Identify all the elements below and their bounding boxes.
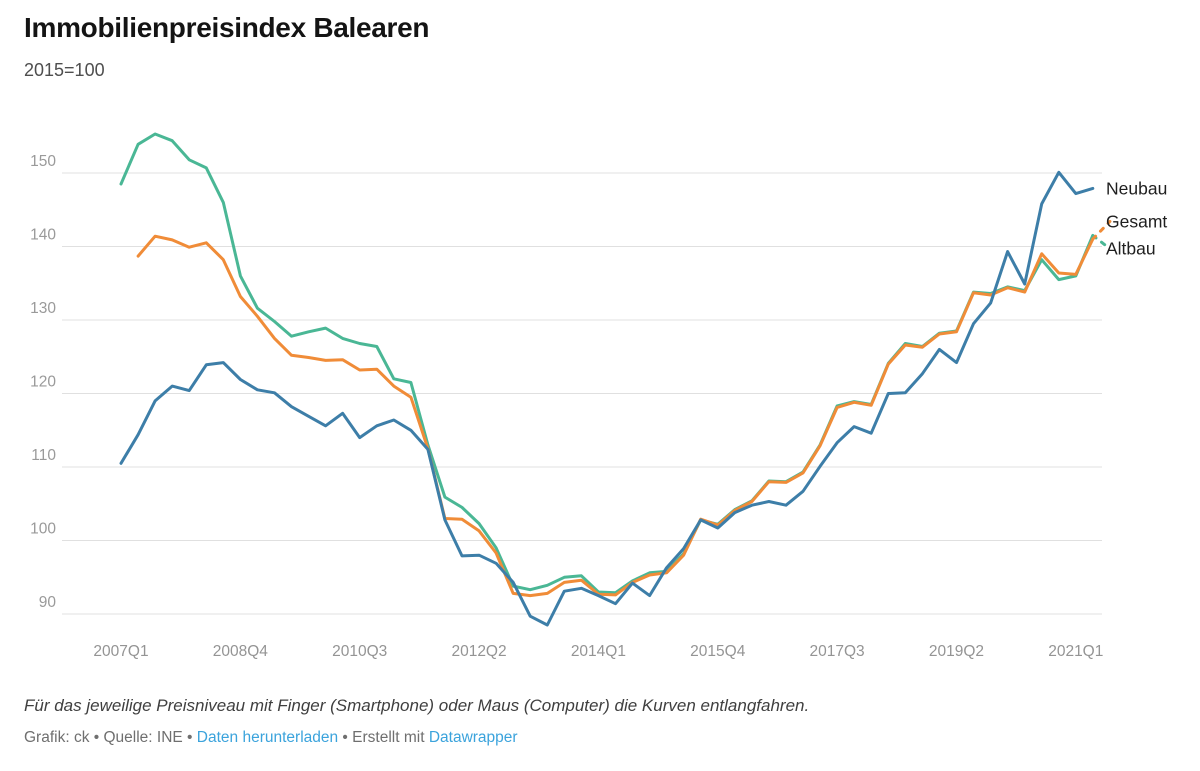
x-tick-label-2015Q4: 2015Q4 (690, 643, 746, 660)
y-tick-label-90: 90 (39, 594, 57, 611)
y-tick-label-150: 150 (30, 153, 56, 170)
series-line-neubau[interactable] (119, 170, 1095, 627)
chart-usage-note: Für das jeweilige Preisniveau mit Finger… (24, 696, 810, 715)
legend-label-gesamt: Gesamt (1106, 212, 1167, 232)
credit-line: Grafik: ck • Quelle: INE • Daten herunte… (24, 729, 1174, 747)
datawrapper-link[interactable]: Datawrapper (428, 729, 518, 746)
x-tick-label-2008Q4: 2008Q4 (213, 643, 269, 660)
y-tick-label-110: 110 (31, 447, 56, 464)
legend-label-altbau: Altbau (1106, 239, 1156, 259)
x-tick-label-2012Q2: 2012Q2 (451, 643, 506, 660)
page-title: Immobilienpreisindex Balearen (24, 12, 430, 43)
series-line-gesamt-provisional-dashed[interactable] (1091, 220, 1112, 241)
chart-subtitle: 2015=100 (24, 60, 105, 80)
x-tick-label-2017Q3: 2017Q3 (810, 643, 865, 660)
credit-made-with-text: Erstellt mit (352, 729, 429, 746)
legend-label-neubau: Neubau (1106, 178, 1167, 198)
series-line-altbau[interactable] (119, 132, 1095, 595)
series-line-gesamt[interactable] (136, 234, 1095, 598)
x-tick-label-2010Q3: 2010Q3 (332, 643, 387, 660)
y-tick-label-120: 120 (30, 374, 56, 391)
y-tick-label-140: 140 (30, 227, 56, 244)
download-data-link[interactable]: Daten herunterladen (196, 729, 339, 746)
x-tick-label-2021Q1: 2021Q1 (1048, 643, 1103, 660)
credit-separator: • (338, 729, 353, 746)
y-tick-label-130: 130 (30, 300, 56, 317)
y-tick-label-100: 100 (30, 521, 56, 538)
x-tick-label-2014Q1: 2014Q1 (571, 643, 626, 660)
credit-source-text: Grafik: ck • Quelle: INE • (24, 729, 197, 746)
x-tick-label-2019Q2: 2019Q2 (929, 643, 984, 660)
x-tick-label-2007Q1: 2007Q1 (93, 643, 148, 660)
